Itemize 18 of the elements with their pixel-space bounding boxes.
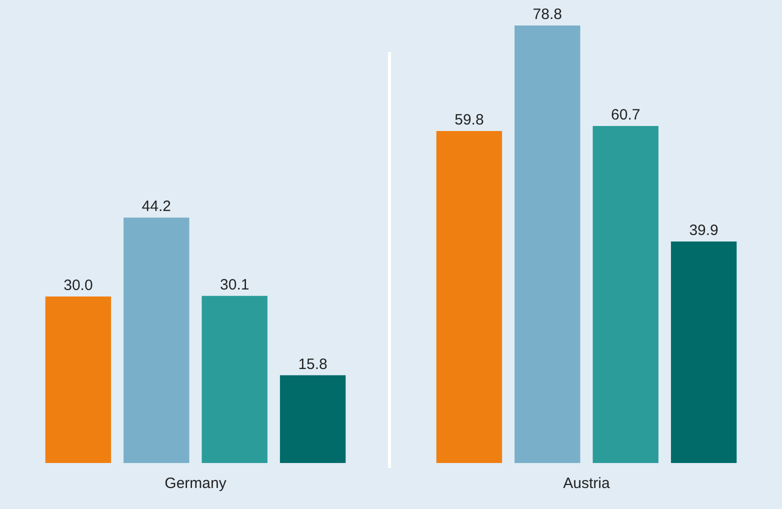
data-label: 30.1 — [220, 276, 250, 294]
bar — [124, 218, 190, 463]
data-label: 30.0 — [64, 277, 93, 294]
bar — [592, 126, 658, 463]
bar — [436, 130, 502, 463]
data-label: 78.8 — [532, 6, 562, 24]
bar — [514, 26, 580, 463]
data-label: 39.9 — [689, 222, 718, 240]
data-label: 15.8 — [298, 356, 328, 373]
bar — [280, 375, 346, 463]
x-tick-label: Austria — [563, 475, 610, 492]
bar — [670, 241, 737, 463]
bar — [202, 296, 268, 463]
data-label: 44.2 — [142, 198, 171, 216]
data-label: 59.8 — [454, 112, 484, 129]
x-tick-label: Germany — [164, 475, 227, 492]
data-label: 60.7 — [611, 106, 640, 124]
bar — [45, 296, 112, 463]
